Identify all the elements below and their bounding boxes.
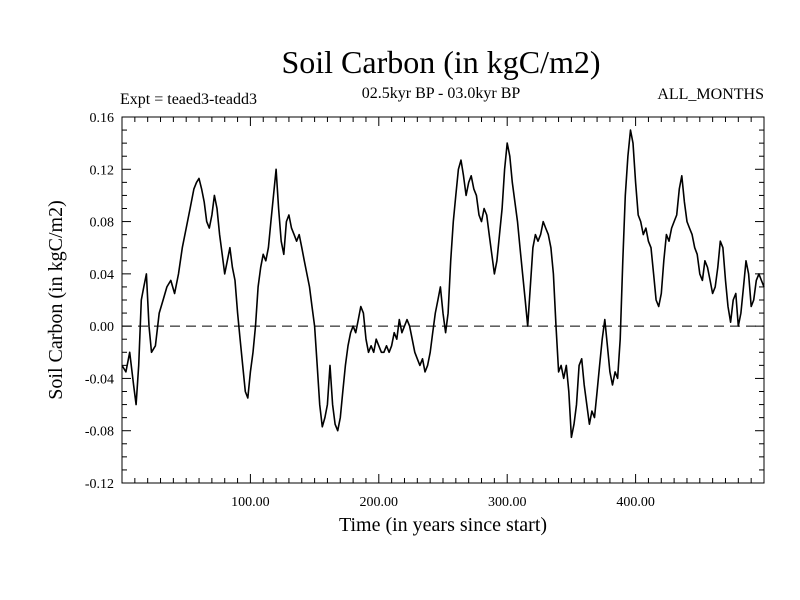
y-tick-label: 0.12 xyxy=(90,163,115,178)
tick-label-layer: 100.00 200.00 300.00 400.00 0.16 0.12 0.08 0.04… xyxy=(85,111,655,510)
x-tick-label: 200.00 xyxy=(360,495,399,510)
series-layer xyxy=(121,129,765,439)
y-tick-label: -0.08 xyxy=(85,425,114,440)
y-tick-label: -0.04 xyxy=(85,372,114,387)
period-label: ALL_MONTHS xyxy=(657,86,764,103)
y-tick-label: 0.08 xyxy=(90,216,115,231)
y-tick-label: -0.12 xyxy=(85,477,114,492)
x-tick-label: 400.00 xyxy=(616,495,655,510)
x-axis-label: Time (in years since start) xyxy=(339,514,547,536)
plot-frame xyxy=(121,116,765,484)
experiment-label: Expt = teaed3-teadd3 xyxy=(120,91,257,108)
y-tick-label: 0.00 xyxy=(90,320,115,335)
x-tick-label: 300.00 xyxy=(488,495,527,510)
series-line-soil-carbon xyxy=(121,129,765,439)
x-tick-label: 100.00 xyxy=(231,495,270,510)
y-tick-label: 0.04 xyxy=(90,268,115,283)
tick-layer xyxy=(122,117,764,483)
chart-title: Soil Carbon (in kgC/m2) xyxy=(281,44,600,80)
y-axis-label: Soil Carbon (in kgC/m2) xyxy=(45,200,67,399)
chart-subtitle: 02.5kyr BP - 03.0kyr BP xyxy=(362,85,521,102)
y-tick-label: 0.16 xyxy=(90,111,115,126)
